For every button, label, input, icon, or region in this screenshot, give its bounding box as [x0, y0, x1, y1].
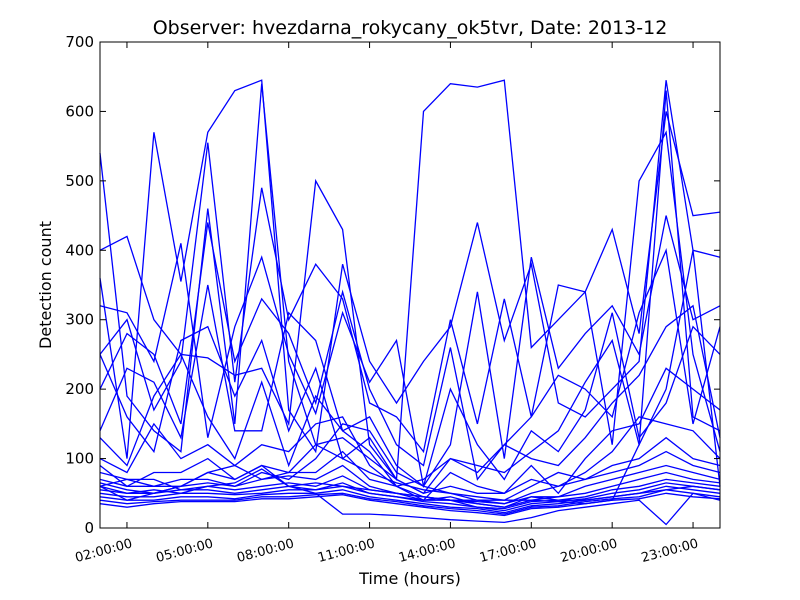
y-tick-label: 300 [65, 311, 94, 329]
series-line-6 [99, 222, 721, 481]
y-tick-label: 200 [65, 380, 94, 398]
chart-title: Observer: hvezdarna_rokycany_ok5tvr, Dat… [153, 17, 668, 39]
series-line-10 [99, 367, 721, 501]
series-line-9 [99, 304, 721, 488]
series-layer [99, 79, 721, 526]
y-axis: 0 100 200 300 400 500 600 700 [65, 33, 720, 537]
series-line-20 [99, 492, 721, 517]
series-line-3 [99, 79, 721, 459]
y-tick-label: 700 [65, 33, 94, 51]
y-tick-label: 400 [65, 241, 94, 259]
series-line-7 [99, 284, 721, 488]
series-line-14 [99, 464, 721, 508]
series-line-12 [99, 423, 721, 501]
y-tick-label: 0 [84, 519, 94, 537]
series-line-21 [99, 464, 721, 526]
y-tick-label: 500 [65, 172, 94, 190]
series-line-16 [99, 478, 721, 510]
series-line-11 [99, 416, 721, 494]
series-line-17 [99, 482, 721, 512]
series-line-22 [99, 468, 721, 505]
y-tick-label: 100 [65, 450, 94, 468]
series-line-19 [99, 489, 721, 515]
x-axis-label: Time (hours) [358, 569, 461, 588]
y-axis-label: Detection count [36, 221, 55, 349]
y-tick-label: 600 [65, 102, 94, 120]
plot-frame [99, 41, 721, 529]
series-line-2 [99, 79, 721, 482]
